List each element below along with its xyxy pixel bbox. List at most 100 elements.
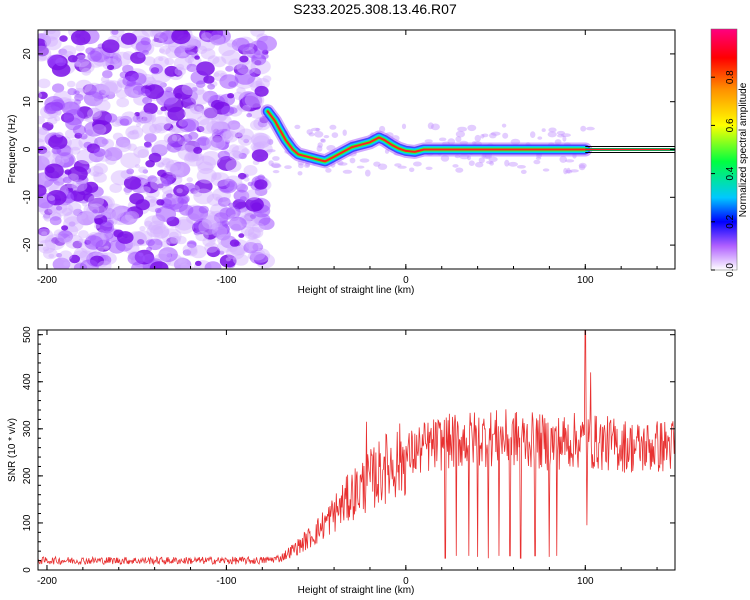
noise-speck: [78, 238, 86, 244]
snr-xlabel: Height of straight line (km): [298, 585, 415, 596]
snr-panel: -200 -100 0 100 0 100 200 300 400 500 Height of s…: [7, 326, 676, 596]
heatmap-ytick-label: 20: [22, 48, 33, 60]
noise-speck: [135, 199, 150, 211]
noise-speck: [67, 55, 78, 63]
noise-speck: [262, 75, 272, 83]
noise-speck: [170, 161, 191, 178]
noise-speck: [141, 30, 158, 37]
noise-speck: [164, 65, 179, 77]
snr-xtick-label: -100: [216, 576, 236, 587]
noise-speck: [191, 87, 198, 92]
noise-speck: [213, 72, 220, 77]
snr-xtick-label: 0: [403, 576, 409, 587]
noise-speck: [192, 223, 200, 229]
noise-speck: [356, 165, 365, 169]
noise-speck: [68, 221, 76, 227]
snr-ytick-label: 300: [22, 420, 33, 437]
noise-speck: [218, 250, 225, 255]
noise-speck: [61, 207, 73, 216]
noise-speck: [147, 238, 163, 251]
snr-line: [38, 330, 675, 566]
noise-speck: [219, 254, 237, 268]
noise-speck: [480, 134, 485, 139]
noise-speck: [141, 116, 148, 122]
noise-speck: [198, 118, 219, 134]
noise-speck: [211, 172, 230, 187]
noise-speck: [144, 133, 157, 143]
noise-speck: [161, 185, 173, 195]
noise-speck: [149, 123, 163, 134]
noise-speck: [227, 123, 246, 138]
noise-speck: [149, 261, 169, 269]
noise-speck: [243, 177, 250, 182]
noise-speck: [83, 181, 99, 193]
noise-speck: [48, 134, 68, 150]
noise-speck: [104, 80, 123, 95]
noise-speck: [109, 183, 122, 194]
noise-speck: [147, 175, 158, 183]
noise-speck: [245, 238, 262, 251]
noise-speck: [135, 123, 142, 127]
noise-speck: [84, 116, 93, 123]
noise-speck: [62, 176, 72, 184]
noise-speck: [294, 124, 301, 130]
noise-speck: [92, 119, 106, 130]
noise-speck: [224, 139, 231, 145]
noise-speck: [233, 189, 250, 202]
noise-speck: [150, 177, 168, 191]
noise-speck: [140, 37, 151, 46]
noise-speck: [59, 35, 68, 42]
noise-speck: [424, 139, 433, 144]
noise-speck: [194, 218, 213, 233]
snr-ytick-label: 100: [22, 514, 33, 531]
noise-speck: [218, 115, 227, 122]
noise-speck: [105, 156, 117, 165]
snr-ytick-label: 200: [22, 467, 33, 484]
noise-speck: [547, 131, 557, 138]
colorbar-tick-label: 0.8: [725, 70, 736, 84]
noise-speck: [63, 261, 70, 267]
noise-speck: [54, 152, 75, 168]
noise-speck: [317, 142, 323, 148]
noise-speck: [254, 179, 268, 190]
noise-speck: [47, 206, 57, 214]
noise-speck: [252, 234, 259, 239]
noise-speck: [284, 165, 292, 170]
heatmap-ytick-label: -10: [22, 190, 33, 205]
noise-speck: [52, 257, 71, 269]
noise-speck: [113, 229, 124, 238]
noise-speck: [254, 60, 262, 66]
noise-speck: [88, 197, 109, 214]
noise-speck: [475, 161, 484, 168]
noise-speck: [401, 123, 407, 130]
noise-speck: [537, 136, 543, 140]
noise-speck: [171, 30, 191, 45]
noise-speck: [201, 32, 213, 41]
noise-speck: [325, 168, 332, 173]
noise-speck: [342, 129, 347, 136]
noise-speck: [149, 63, 164, 75]
noise-speck: [93, 148, 106, 157]
noise-speck: [193, 188, 214, 205]
noise-speck: [144, 84, 164, 100]
noise-speck: [63, 216, 84, 233]
noise-speck: [199, 109, 205, 113]
noise-speck: [92, 171, 100, 177]
noise-speck: [143, 181, 159, 194]
noise-speck: [131, 129, 139, 135]
noise-speck: [308, 132, 315, 137]
noise-speck: [97, 260, 112, 269]
noise-speck: [234, 132, 243, 139]
noise-speck: [158, 56, 164, 62]
noise-speck: [164, 164, 178, 175]
heatmap-xtick-label: -100: [216, 275, 236, 286]
noise-speck: [149, 30, 162, 39]
noise-speck: [103, 245, 110, 251]
noise-speck: [102, 58, 119, 71]
noise-speck: [56, 205, 63, 211]
noise-speck: [47, 195, 56, 201]
noise-speck: [155, 161, 164, 168]
noise-speck: [203, 75, 215, 84]
noise-speck: [174, 67, 186, 76]
snr-ylabel: SNR (10 * v/v): [7, 418, 18, 482]
